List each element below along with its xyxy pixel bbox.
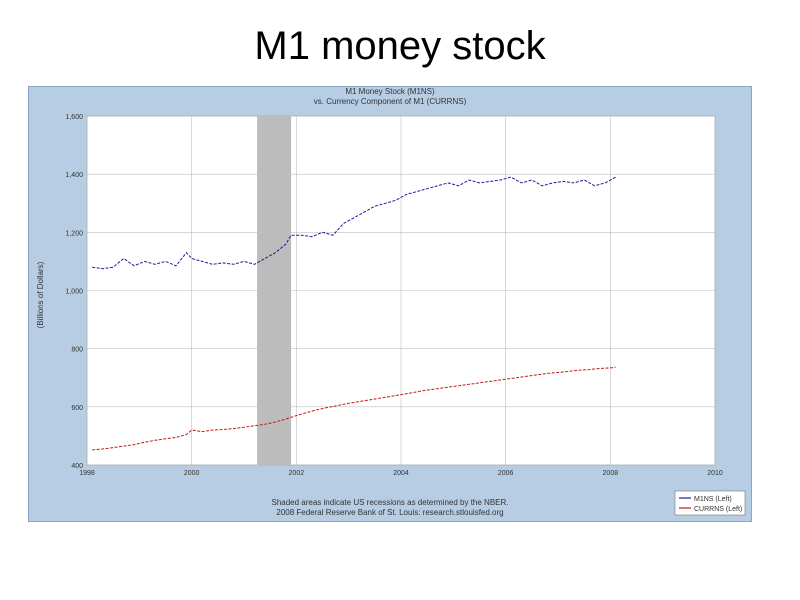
slide-title: M1 money stock	[254, 24, 546, 68]
x-tick-label: 2000	[184, 470, 200, 477]
x-tick-label: 2010	[707, 470, 723, 477]
legend-label-m1: M1NS (Left)	[694, 496, 732, 503]
y-axis-label: (Billions of Dollars)	[36, 261, 45, 328]
legend: M1NS (Left) CURRNS (Left)	[674, 490, 746, 516]
chart-title: M1 Money Stock (M1NS)	[345, 87, 435, 96]
y-tick-label: 1,600	[65, 114, 83, 121]
y-tick-label: 1,000	[65, 289, 83, 296]
y-tick-label: 1,200	[65, 230, 83, 237]
y-tick-label: 800	[71, 347, 83, 354]
chart-svg: 400 600 800 1,000 1,200 1,400 1,600 1998 2000 200…	[36, 87, 746, 517]
x-tick-label: 2004	[393, 470, 409, 477]
y-tick-label: 1,400	[65, 172, 83, 179]
chart-subtitle: vs. Currency Component of M1 (CURRNS)	[314, 97, 467, 106]
x-tick-label: 1998	[79, 470, 95, 477]
x-tick-label: 2006	[498, 470, 514, 477]
legend-label-currency: CURRNS (Left)	[694, 506, 742, 513]
y-tick-label: 600	[71, 405, 83, 412]
footer-credit: 2008 Federal Reserve Bank of St. Louis: …	[276, 508, 503, 517]
y-tick-label: 400	[71, 463, 83, 470]
x-tick-label: 2008	[603, 470, 619, 477]
series-line-currency	[92, 366, 616, 451]
chart-frame: 400 600 800 1,000 1,200 1,400 1,600 1998 2000 200…	[28, 86, 752, 522]
series-line-m1	[92, 176, 616, 270]
footer-note: Shaded areas indicate US recessions as d…	[271, 498, 508, 507]
x-tick-label: 2002	[289, 470, 305, 477]
